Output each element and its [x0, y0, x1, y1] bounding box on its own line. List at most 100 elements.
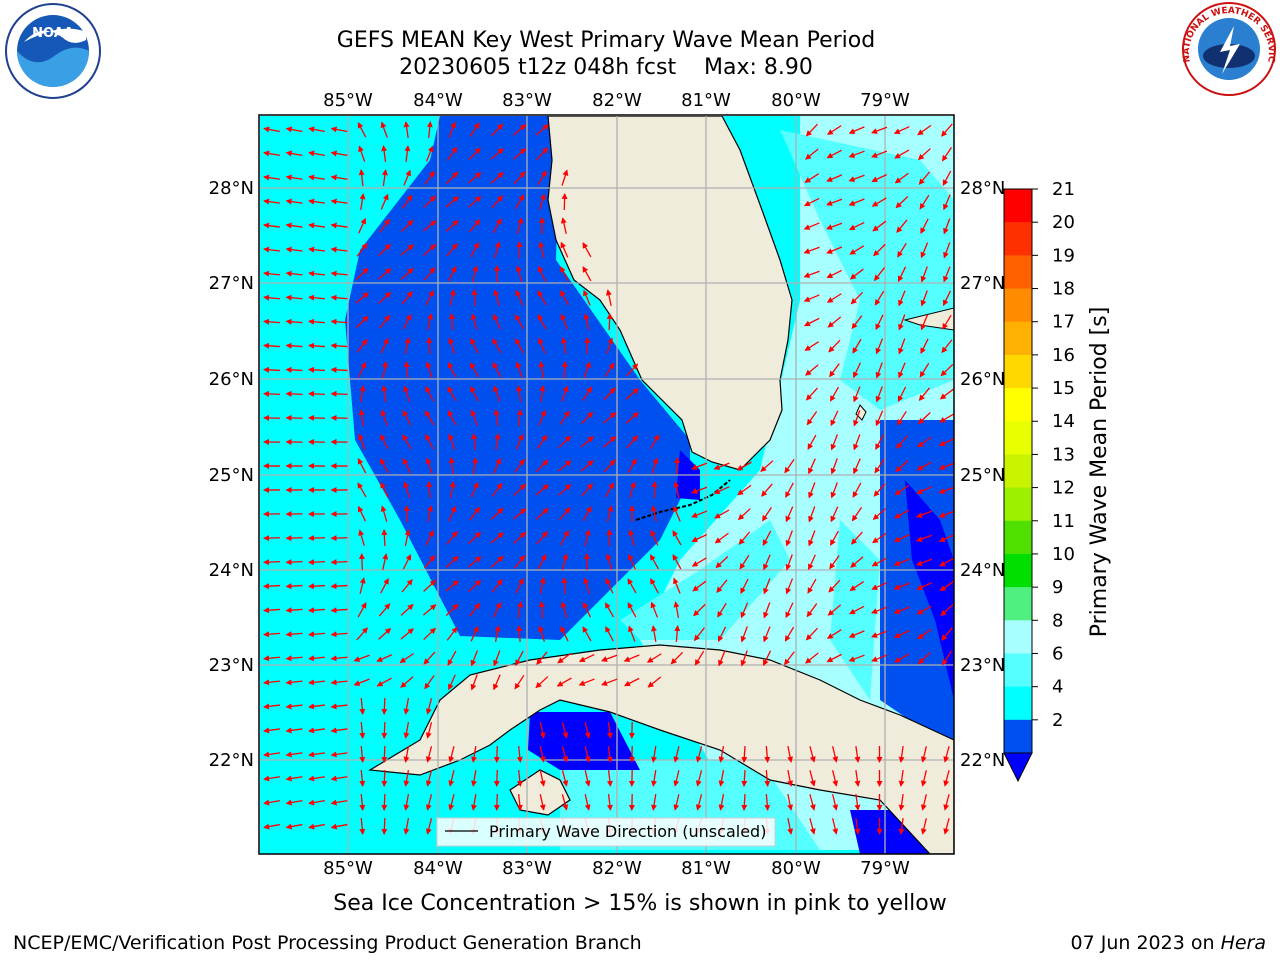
direction-arrow	[285, 198, 303, 205]
direction-arrow	[448, 746, 455, 763]
direction-arrow	[893, 582, 910, 590]
direction-arrow	[872, 532, 887, 544]
direction-arrow	[427, 313, 434, 330]
direction-arrow	[938, 438, 954, 446]
direction-arrow	[604, 482, 615, 498]
direction-arrow	[560, 530, 569, 546]
direction-arrow	[853, 410, 861, 427]
direction-arrow	[330, 583, 348, 590]
direction-arrow	[492, 601, 502, 618]
direction-arrow	[826, 629, 842, 639]
direction-arrow	[695, 746, 703, 763]
direction-arrow	[515, 433, 524, 450]
colorbar-segment	[1004, 222, 1032, 256]
direction-arrow	[425, 385, 434, 402]
direction-arrow	[539, 746, 546, 763]
direction-arrow	[695, 770, 703, 787]
period-below-2-area	[905, 480, 954, 700]
direction-arrow	[601, 654, 618, 662]
direction-arrow	[606, 313, 613, 331]
colorbar-tick-label: 21	[1052, 179, 1075, 200]
colorbar-segment	[1004, 487, 1032, 522]
direction-arrow	[916, 582, 933, 590]
direction-arrow	[849, 268, 864, 280]
direction-arrow	[285, 222, 303, 229]
direction-arrow	[515, 361, 523, 378]
direction-arrow	[308, 727, 326, 734]
direction-arrow	[380, 409, 388, 426]
direction-arrow	[829, 555, 840, 570]
direction-arrow	[605, 289, 612, 306]
direction-arrow	[741, 793, 748, 811]
direction-arrow	[673, 794, 680, 811]
direction-arrow	[917, 412, 931, 425]
direction-arrow	[490, 123, 504, 137]
direction-arrow	[740, 578, 749, 595]
direction-arrow	[848, 198, 865, 206]
direction-arrow	[785, 530, 793, 547]
direction-arrow	[381, 697, 388, 715]
direction-arrow	[425, 746, 433, 763]
direction-arrow	[691, 534, 708, 542]
direction-arrow	[516, 769, 523, 787]
direction-arrow	[382, 553, 389, 570]
direction-arrow	[285, 679, 303, 686]
direction-arrow	[471, 433, 478, 451]
direction-arrow	[330, 270, 348, 277]
direction-arrow	[806, 603, 818, 618]
direction-arrow	[448, 674, 456, 691]
direction-arrow	[403, 121, 410, 139]
colorbar-tick-label: 13	[1052, 444, 1075, 465]
direction-arrow	[943, 266, 951, 283]
direction-arrow	[403, 770, 410, 787]
direction-arrow	[538, 265, 546, 282]
direction-arrow	[763, 554, 771, 571]
direction-arrow	[803, 317, 820, 327]
direction-arrow	[448, 121, 456, 138]
direction-arrow	[741, 769, 748, 787]
direction-arrow	[308, 775, 326, 782]
direction-arrow	[875, 386, 883, 403]
direction-arrow	[285, 318, 303, 325]
direction-arrow	[920, 818, 928, 835]
direction-arrow	[943, 770, 950, 787]
direction-arrow	[809, 794, 816, 811]
direction-arrow	[650, 505, 657, 522]
direction-arrow	[330, 799, 348, 806]
direction-arrow	[561, 770, 569, 787]
direction-arrow	[448, 337, 455, 354]
direction-arrow	[627, 602, 637, 618]
direction-arrow	[330, 294, 348, 301]
direction-arrow	[539, 385, 546, 403]
direction-arrow	[514, 314, 525, 330]
direction-arrow	[380, 578, 389, 594]
direction-arrow	[649, 434, 660, 450]
lon-label-top: 84°W	[413, 90, 463, 111]
direction-arrow	[468, 219, 481, 233]
direction-arrow	[606, 505, 614, 522]
direction-arrow	[559, 266, 570, 282]
direction-arrow	[308, 631, 326, 638]
direction-arrow	[918, 171, 931, 185]
direction-arrow	[404, 145, 411, 163]
direction-arrow	[673, 601, 680, 618]
direction-arrow	[831, 818, 839, 835]
colorbar-tick-label: 9	[1052, 577, 1063, 598]
direction-arrow	[920, 218, 929, 235]
noaa-logo-text: NOAA	[32, 26, 74, 41]
direction-arrow	[806, 411, 818, 426]
direction-arrow	[537, 170, 547, 186]
lon-labels-bottom: 85°W 84°W 83°W 82°W 81°W 80°W 79°W	[323, 858, 910, 879]
direction-arrow	[809, 746, 816, 763]
direction-arrow	[490, 555, 504, 568]
direction-arrow	[826, 174, 843, 182]
direction-arrow	[512, 508, 527, 520]
direction-arrow	[330, 222, 348, 229]
direction-arrow	[848, 654, 865, 662]
direction-arrow	[285, 414, 303, 421]
direction-arrow	[943, 194, 951, 211]
direction-arrow	[403, 722, 410, 739]
direction-arrow	[263, 270, 281, 277]
direction-arrow	[560, 601, 568, 618]
direction-arrow	[939, 413, 954, 423]
